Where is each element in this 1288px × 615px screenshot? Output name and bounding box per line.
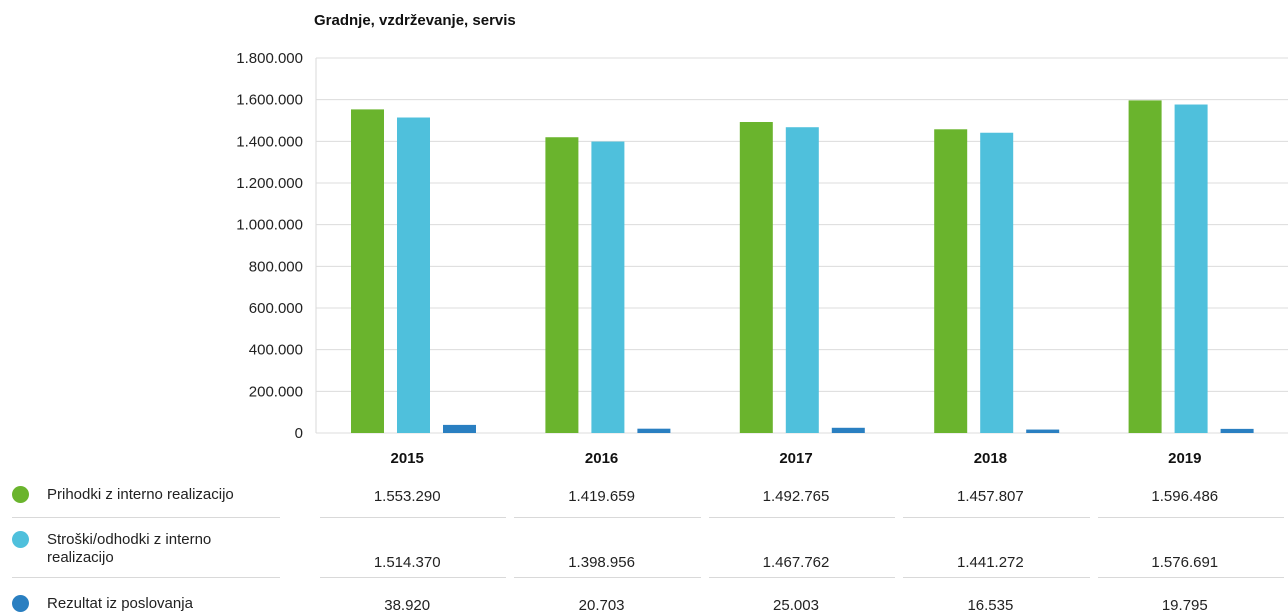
bar-2015-series-2[interactable] bbox=[397, 117, 430, 433]
row-separator bbox=[514, 517, 701, 518]
row-separator bbox=[903, 577, 1090, 578]
y-tick-label: 1.800.000 bbox=[236, 50, 303, 67]
y-tick-label: 600.000 bbox=[249, 300, 303, 317]
table-cell: 19.795 bbox=[1161, 597, 1208, 614]
bar-2019-series-3[interactable] bbox=[1220, 428, 1254, 433]
y-tick-label: 400.000 bbox=[249, 342, 303, 359]
row-separator bbox=[320, 577, 507, 578]
y-tick-label: 1.400.000 bbox=[236, 133, 303, 150]
x-tick-label: 2018 bbox=[974, 450, 1007, 467]
bar-2019-series-2[interactable] bbox=[1174, 104, 1208, 433]
legend-dot-icon bbox=[12, 486, 29, 503]
legend-entry: Rezultat iz poslovanja bbox=[12, 595, 277, 613]
table-cell: 1.492.765 bbox=[762, 488, 830, 505]
legend-entry: Stroški/odhodki z interno realizacijo bbox=[12, 531, 277, 567]
y-tick-label: 0 bbox=[295, 425, 303, 442]
table-cell: 1.419.659 bbox=[568, 488, 635, 505]
row-separator bbox=[12, 577, 280, 578]
bar-2015-series-3[interactable] bbox=[443, 424, 476, 433]
table-cell: 25.003 bbox=[773, 597, 819, 614]
row-separator bbox=[12, 517, 280, 518]
bar-chart: 0 200.000 400.000 600.000 800.000 1.000.000 1.… bbox=[236, 50, 1288, 467]
bar-2017-series-2[interactable] bbox=[785, 127, 819, 433]
table-cell: 1.553.290 bbox=[373, 488, 441, 505]
table-cell: 1.467.762 bbox=[762, 554, 830, 571]
row-separator bbox=[1097, 517, 1284, 518]
legend-label: Stroški/odhodki z interno realizacijo bbox=[47, 531, 212, 566]
row-separator bbox=[903, 517, 1090, 518]
table-cell: 16.535 bbox=[967, 597, 1014, 614]
bar-2016-series-2[interactable] bbox=[591, 141, 625, 433]
y-tick-label: 1.600.000 bbox=[236, 92, 303, 109]
table-cell: 1.576.691 bbox=[1151, 554, 1219, 571]
y-tick-label: 200.000 bbox=[249, 383, 303, 400]
row-separator bbox=[514, 577, 701, 578]
bar-2016-series-1[interactable] bbox=[545, 137, 579, 433]
chart-title: Gradnje, vzdrževanje, servis bbox=[314, 12, 516, 29]
table-cell: 38.920 bbox=[384, 597, 431, 614]
bar-2016-series-3[interactable] bbox=[637, 428, 671, 433]
table-cell: 1.457.807 bbox=[957, 488, 1024, 505]
table-cell: 1.398.956 bbox=[568, 554, 635, 571]
bar-2018-series-1[interactable] bbox=[934, 129, 968, 433]
legend-dot-icon bbox=[12, 595, 29, 612]
row-separator bbox=[1097, 577, 1284, 578]
bar-2019-series-1[interactable] bbox=[1128, 100, 1162, 434]
bar-2017-series-1[interactable] bbox=[739, 122, 773, 433]
y-tick-label: 1.000.000 bbox=[236, 217, 303, 234]
bar-2017-series-3[interactable] bbox=[831, 427, 865, 433]
legend-label: Prihodki z interno realizacijo bbox=[47, 486, 234, 503]
table-cell: 20.703 bbox=[578, 597, 625, 614]
legend-label: Rezultat iz poslovanja bbox=[47, 595, 193, 612]
x-tick-label: 2017 bbox=[779, 450, 812, 467]
x-tick-label: 2015 bbox=[391, 450, 424, 467]
legend-entry: Prihodki z interno realizacijo bbox=[12, 486, 277, 504]
bar-2018-series-3[interactable] bbox=[1026, 429, 1060, 433]
bar-2018-series-2[interactable] bbox=[980, 132, 1014, 434]
y-tick-label: 1.200.000 bbox=[236, 175, 303, 192]
y-tick-label: 800.000 bbox=[249, 258, 303, 275]
table-cell: 1.514.370 bbox=[373, 554, 441, 571]
x-tick-label: 2016 bbox=[585, 450, 618, 467]
table-cell: 1.596.486 bbox=[1151, 488, 1219, 505]
row-separator bbox=[320, 517, 507, 518]
x-tick-label: 2019 bbox=[1168, 450, 1201, 467]
row-separator bbox=[708, 517, 896, 518]
table-cell: 1.441.272 bbox=[957, 554, 1024, 571]
row-separator bbox=[708, 577, 896, 578]
legend-dot-icon bbox=[12, 531, 29, 548]
bar-2015-series-1[interactable] bbox=[351, 109, 384, 433]
